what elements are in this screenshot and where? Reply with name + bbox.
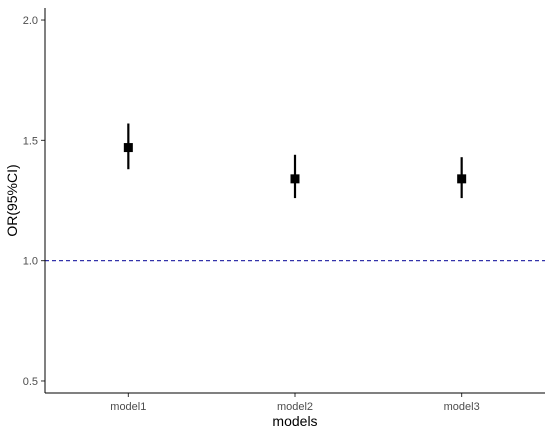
x-tick-label: model1 <box>110 401 146 413</box>
y-axis-title: OR(95%CI) <box>4 164 20 236</box>
point-estimate <box>123 143 133 153</box>
x-axis-ticks: model1 model2 model3 <box>110 393 480 413</box>
x-axis-title: models <box>272 413 317 429</box>
point-estimate <box>290 174 300 184</box>
x-tick-label: model3 <box>444 401 480 413</box>
point-estimate <box>457 174 467 184</box>
y-tick-label: 1.5 <box>23 135 38 147</box>
y-tick-label: 0.5 <box>23 376 38 388</box>
y-tick-label: 2.0 <box>23 15 38 27</box>
chart-marks <box>123 123 467 199</box>
x-tick-label: model2 <box>277 401 313 413</box>
y-axis-ticks: 0.5 1.0 1.5 2.0 <box>23 15 45 388</box>
y-tick-label: 1.0 <box>23 256 38 268</box>
